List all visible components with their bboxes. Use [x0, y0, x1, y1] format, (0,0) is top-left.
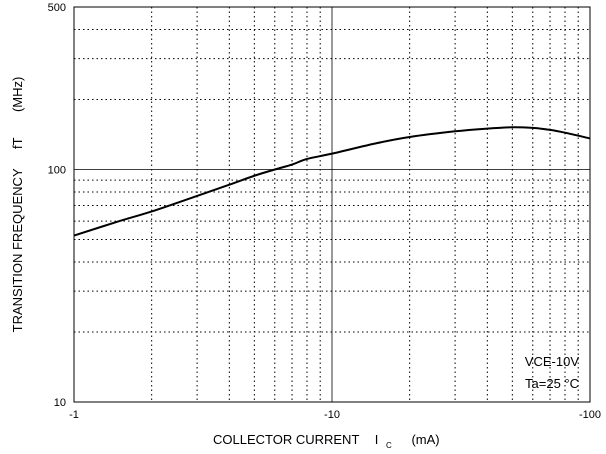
condition-temperature: Ta=25 °C	[525, 376, 579, 391]
x-axis-title-text: COLLECTOR CURRENT	[213, 432, 359, 447]
y-tick-label: 500	[48, 2, 66, 14]
x-axis-subscript: C	[386, 441, 392, 450]
grid-lines	[74, 7, 591, 402]
plot-frame	[73, 6, 591, 403]
y-axis-symbol: fT	[10, 137, 25, 149]
x-axis-symbol: I	[375, 432, 379, 447]
condition-vce: VCE-10V	[525, 354, 580, 369]
series-group	[73, 126, 591, 237]
x-tick-label: -100	[579, 409, 601, 421]
y-axis-title-text: TRANSITION FREQUENCY	[10, 168, 25, 332]
series-line	[73, 126, 591, 237]
y-tick-label: 100	[48, 165, 66, 177]
x-tick-label: -1	[69, 409, 79, 421]
y-axis-unit: (MHz)	[10, 77, 25, 112]
tick-labels: -1 -10 -100 10 100 500	[48, 2, 601, 421]
y-tick-label: 10	[54, 397, 66, 409]
x-axis-title: COLLECTOR CURRENT I C (mA)	[213, 432, 440, 451]
x-axis-unit: (mA)	[411, 432, 439, 447]
x-tick-label: -10	[324, 409, 340, 421]
y-axis-title: TRANSITION FREQUENCY fT (MHz)	[10, 77, 25, 333]
